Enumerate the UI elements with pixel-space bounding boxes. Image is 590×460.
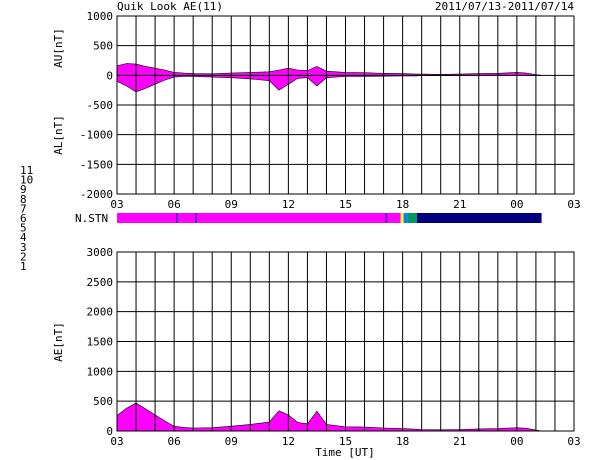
ae-xtick-label: 03 [567,435,580,448]
ae-axis-label: AE[nT] [52,322,65,362]
station-key-label: 10 [20,174,33,187]
au-al-xtick-label: 15 [339,198,352,211]
au-al-xtick-label: 03 [567,198,580,211]
nstn-segment [195,213,197,223]
au-al-ytick-label: -2000 [80,188,113,201]
station-count-bar: N.STN [75,212,542,225]
au-al-xtick-label: 03 [110,198,123,211]
nstn-segment [177,213,195,223]
nstn-segment [403,213,408,223]
station-key-label: 8 [20,193,27,206]
date-range: 2011/07/13-2011/07/14 [435,0,574,13]
nstn-segment [197,213,386,223]
nstn-segment [385,213,388,223]
au-al-ytick-label: 500 [93,40,113,53]
station-key-label: 5 [20,222,27,235]
ae-ytick-label: 1500 [87,336,114,349]
ae-xtick-label: 15 [339,435,352,448]
station-key-label: 2 [20,250,27,263]
au-al-xtick-label: 18 [396,198,409,211]
ae-ytick-label: 500 [93,395,113,408]
nstn-segment [176,213,178,223]
ae-xtick-label: 00 [510,435,523,448]
au-al-xtick-label: 00 [510,198,523,211]
station-key-label: 1 [20,260,27,273]
ae-ytick-label: 3000 [87,246,114,259]
station-key-label: 7 [20,202,27,215]
au-al-ytick-label: -1000 [80,129,113,142]
station-key-label: 6 [20,212,27,225]
ae-ytick-label: 0 [106,425,113,438]
station-key-label: 9 [20,183,27,196]
nstn-segment [416,213,542,223]
ae-plot-border [116,251,575,432]
au-al-ytick-label: 0 [106,69,113,82]
au-al-xtick-label: 21 [453,198,466,211]
nstn-segment [387,213,401,223]
ae-ytick-label: 2000 [87,306,114,319]
au-al-ytick-label: -1500 [80,158,113,171]
au-al-xtick-label: 06 [168,198,181,211]
ae-xtick-label: 21 [453,435,466,448]
au-al-ytick-label: -500 [87,99,114,112]
au-axis-label: AU[nT] [52,28,65,68]
nstn-segment [400,213,404,223]
au-al-ytick-label: 1000 [87,10,114,23]
nstn-segment [117,213,176,223]
al-axis-label: AL[nT] [52,115,65,155]
au-al-xtick-label: 09 [225,198,238,211]
chart-title: Quik Look AE(11) [117,0,223,13]
ae-xtick-label: 09 [225,435,238,448]
ae-panel: 3000 2500 2000 1500 1000 500 0 03 06 09 12 15 18 21 0… [52,246,581,459]
ae-xtick-label: 06 [168,435,181,448]
nstn-segment [407,213,417,223]
nstn-label: N.STN [75,212,108,225]
time-axis-label: Time [UT] [315,446,375,459]
ae-xtick-label: 03 [110,435,123,448]
au-al-plot-border [116,15,575,195]
au-al-xtick-label: 12 [282,198,295,211]
station-key-label: 4 [20,231,27,244]
au-al-panel: 1000 500 0 -500 -1000 -1500 -2000 03 06 09 12 15 18… [52,10,581,211]
ae-xtick-label: 18 [396,435,409,448]
station-key-label: 3 [20,241,27,254]
ae-ytick-label: 1000 [87,365,114,378]
station-key-label: 11 [20,164,33,177]
ae-ytick-label: 2500 [87,276,114,289]
ae-xtick-label: 12 [282,435,295,448]
